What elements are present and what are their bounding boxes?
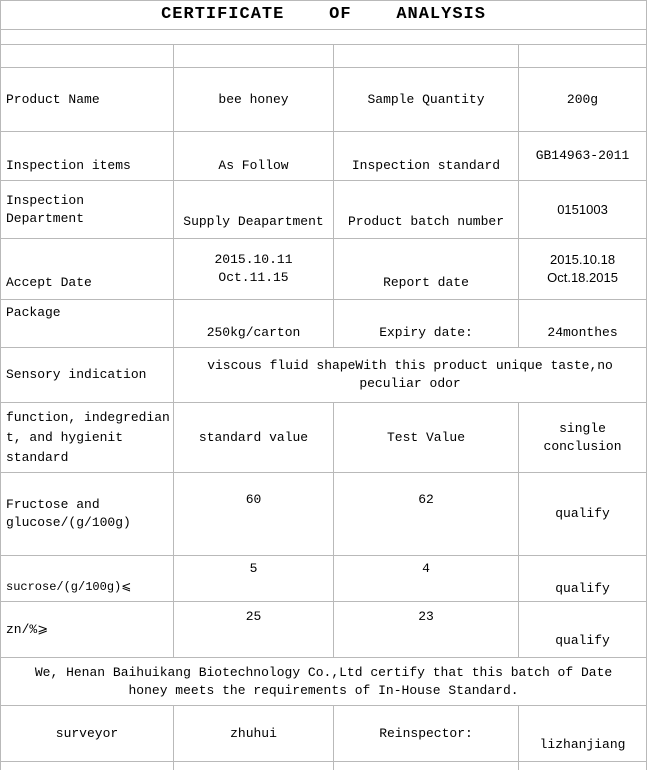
table-row-surveyor: surveyor zhuhui Reinspector: lizhanjiang xyxy=(0,705,647,762)
inspection-department-label: Inspection Department xyxy=(0,180,174,239)
sensory-value: viscous fluid shapeWith this product uni… xyxy=(172,347,647,403)
fructose-label: Fructose and glucose/(g/100g) xyxy=(0,472,174,556)
package-label: Package xyxy=(0,299,174,348)
value-date-value: Oct.18.2015 xyxy=(517,761,647,770)
standard-value-header: standard value xyxy=(173,402,334,473)
reinspector-label: Reinspector: xyxy=(333,705,519,762)
test-value-header: Test Value xyxy=(333,402,519,473)
spacer-row xyxy=(0,29,647,45)
zn-test-value: 23 xyxy=(333,601,519,658)
fructose-standard-value: 60 xyxy=(173,472,334,556)
expiry-date-label: Expiry date: xyxy=(333,299,519,348)
sensory-line2: peculiar odor xyxy=(359,376,461,391)
report-date-line2: Oct.18.2015 xyxy=(547,270,618,285)
empty-cell xyxy=(0,44,174,68)
empty-cell xyxy=(517,44,647,68)
package-value: 250kg/carton xyxy=(173,299,334,348)
product-name-value: bee honey xyxy=(173,67,334,132)
sample-quantity-label: Sample Quantity xyxy=(333,67,519,132)
table-row-expediter: expediter liweiting value date Oct.18.20… xyxy=(0,761,647,770)
table-row-sucrose: sucrose/(g/100g)⩽ 5 4 qualify xyxy=(0,555,647,602)
empty-cell xyxy=(333,44,519,68)
expediter-label: expediter xyxy=(0,761,174,770)
report-date-label: Report date xyxy=(333,238,519,300)
fructose-conclusion: qualify xyxy=(517,472,647,556)
table-row-inspection-items: Inspection items As Follow Inspection st… xyxy=(0,131,647,181)
accept-date-value: 2015.10.11 Oct.11.15 xyxy=(173,238,334,300)
empty-grid-row xyxy=(0,44,647,68)
table-row-fructose: Fructose and glucose/(g/100g) 60 62 qual… xyxy=(0,472,647,556)
page-title: CERTIFICATE OF ANALYSIS xyxy=(0,0,647,30)
sucrose-test-value: 4 xyxy=(333,555,519,602)
inspection-department-line1: Inspection xyxy=(6,192,85,208)
zn-conclusion: qualify xyxy=(517,601,647,658)
certify-statement: We, Henan Baihuikang Biotechnology Co.,L… xyxy=(0,657,647,706)
inspection-department-value: Supply Deapartment xyxy=(173,180,334,239)
inspection-standard-value: GB14963-2011 xyxy=(517,131,647,181)
empty-cell xyxy=(0,29,647,45)
sensory-label: Sensory indication xyxy=(0,347,174,403)
conclusion-header-line2: conclusion xyxy=(543,438,622,454)
table-row-package: Package 250kg/carton Expiry date: 24mont… xyxy=(0,299,647,348)
spec-header-line1: function, indegredian xyxy=(6,409,170,425)
table-row-sensory: Sensory indication viscous fluid shapeWi… xyxy=(0,347,647,403)
sucrose-label: sucrose/(g/100g)⩽ xyxy=(0,555,174,602)
fructose-label-line1: Fructose and xyxy=(6,497,100,512)
zn-label: zn/%⩾ xyxy=(0,601,174,658)
conclusion-header: single conclusion xyxy=(517,402,647,473)
inspection-items-label: Inspection items xyxy=(0,131,174,181)
accept-date-label: Accept Date xyxy=(0,238,174,300)
inspection-standard-label: Inspection standard xyxy=(333,131,519,181)
inspection-items-value: As Follow xyxy=(173,131,334,181)
table-row-spec-header: function, indegredian t, and hygienit st… xyxy=(0,402,647,473)
expediter-value: liweiting xyxy=(173,761,334,770)
report-date-line1: 2015.10.18 xyxy=(549,252,616,267)
batch-number-label: Product batch number xyxy=(333,180,519,239)
spec-header-line2: t, and hygienit xyxy=(6,429,124,445)
accept-date-line2: Oct.11.15 xyxy=(218,270,289,285)
title-row: CERTIFICATE OF ANALYSIS xyxy=(0,0,647,30)
accept-date-line1: 2015.10.11 xyxy=(214,252,293,267)
product-name-label: Product Name xyxy=(0,67,174,132)
expiry-date-value: 24monthes xyxy=(517,299,647,348)
empty-cell xyxy=(173,44,334,68)
report-date-value: 2015.10.18 Oct.18.2015 xyxy=(517,238,647,300)
certify-line1: We, Henan Baihuikang Biotechnology Co.,L… xyxy=(34,664,613,680)
table-row-inspection-department: Inspection Department Supply Deapartment… xyxy=(0,180,647,239)
surveyor-label: surveyor xyxy=(0,705,174,762)
table-row-certify: We, Henan Baihuikang Biotechnology Co.,L… xyxy=(0,657,647,706)
conclusion-header-line1: single xyxy=(559,420,606,436)
inspection-department-line2: Department xyxy=(6,210,85,226)
table-row-product: Product Name bee honey Sample Quantity 2… xyxy=(0,67,647,132)
table-row-zn: zn/%⩾ 25 23 qualify xyxy=(0,601,647,658)
spec-header-line3: standard xyxy=(6,449,69,465)
table-row-accept-date: Accept Date 2015.10.11 Oct.11.15 Report … xyxy=(0,238,647,300)
value-date-label: value date xyxy=(333,761,519,770)
fructose-label-line2: glucose/(g/100g) xyxy=(6,515,131,530)
reinspector-value: lizhanjiang xyxy=(517,705,647,762)
surveyor-value: zhuhui xyxy=(173,705,334,762)
sucrose-standard-value: 5 xyxy=(173,555,334,602)
fructose-test-value: 62 xyxy=(333,472,519,556)
sample-quantity-value: 200g xyxy=(517,67,647,132)
spec-header-label: function, indegredian t, and hygienit st… xyxy=(0,402,174,473)
sensory-line1: viscous fluid shapeWith this product uni… xyxy=(207,358,613,373)
zn-standard-value: 25 xyxy=(173,601,334,658)
sucrose-conclusion: qualify xyxy=(517,555,647,602)
batch-number-value: 0151003 xyxy=(517,180,647,239)
certify-line2: honey meets the requirements of In-House… xyxy=(128,682,519,698)
